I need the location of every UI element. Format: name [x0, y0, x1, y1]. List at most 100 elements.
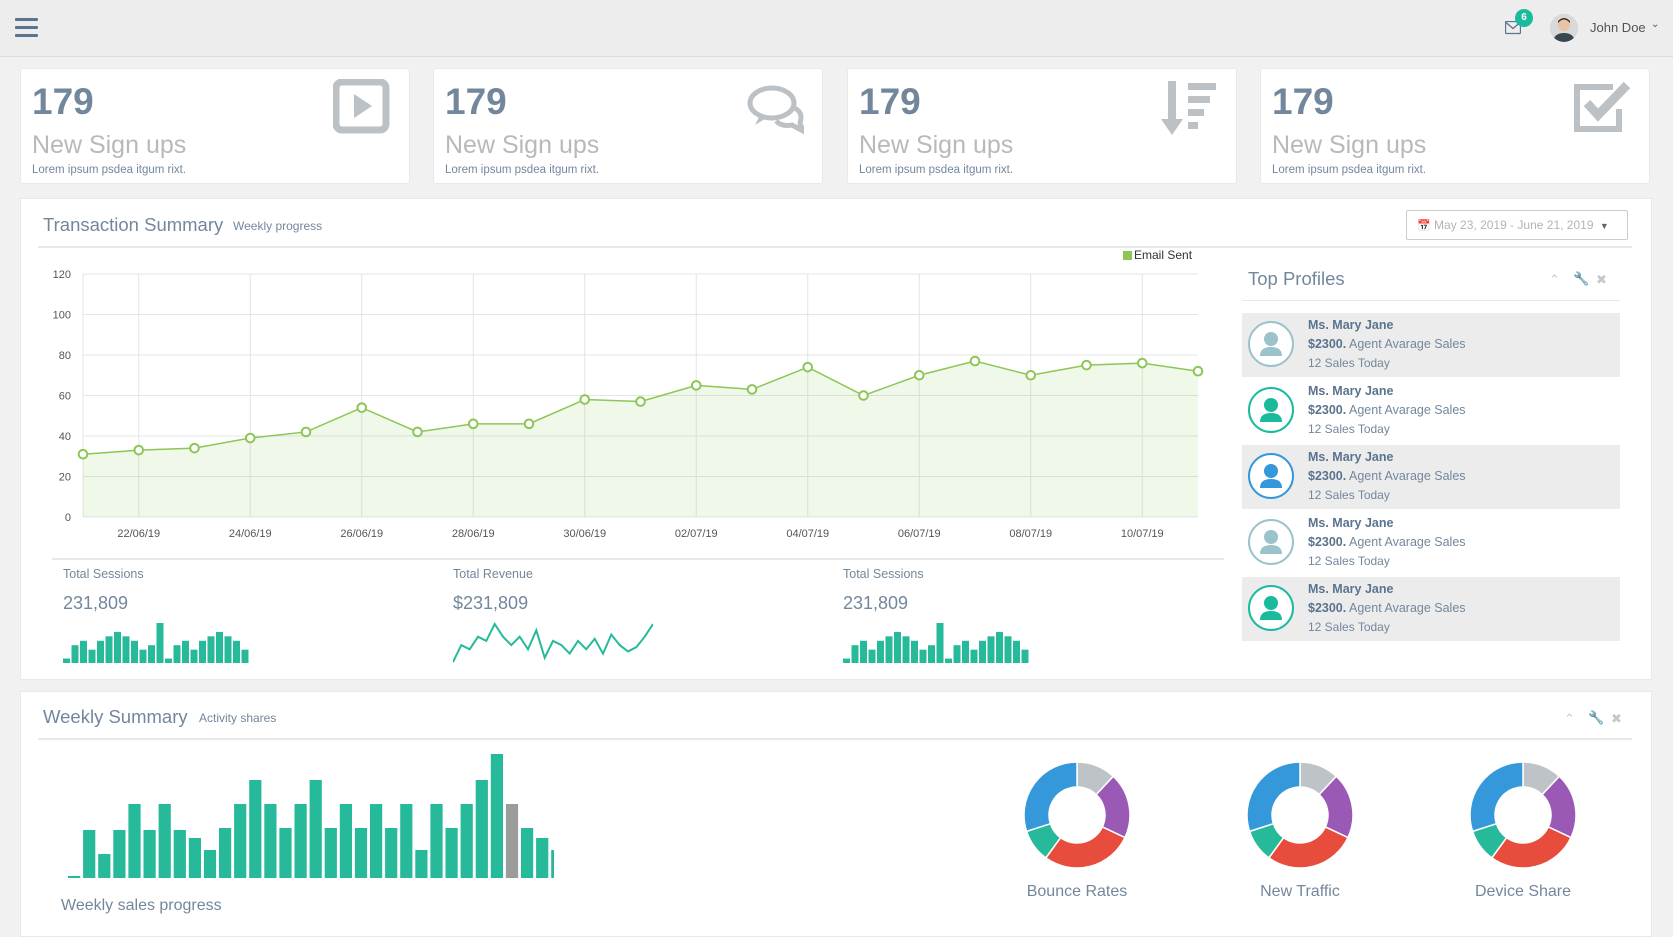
weekly-bar: [415, 850, 428, 878]
weekly-bar: [475, 780, 488, 878]
tile-value: 231,809: [63, 593, 129, 613]
donut-segment: [1490, 825, 1572, 869]
y-tick-label: 0: [65, 512, 71, 524]
profile-avatar: [1248, 321, 1294, 367]
profile-sales-today: 12 Sales Today: [1308, 422, 1390, 436]
stat-card: 179 New Sign ups Lorem ipsum psdea itgum…: [1260, 68, 1650, 184]
profile-item[interactable]: Ms. Mary Jane $2300. Agent Avarage Sales…: [1242, 379, 1620, 443]
profile-name[interactable]: Ms. Mary Jane: [1308, 516, 1394, 530]
divider: [52, 558, 1224, 560]
data-point: [690, 380, 702, 391]
profile-item[interactable]: Ms. Mary Jane $2300. Agent Avarage Sales…: [1242, 445, 1620, 509]
notification-badge[interactable]: 6: [1515, 9, 1533, 27]
data-point: [523, 418, 535, 430]
weekly-bar: [385, 828, 398, 878]
weekly-bar: [536, 838, 549, 878]
weekly-bar: [203, 850, 217, 878]
sparkline-bar: [63, 658, 70, 663]
weekly-bar: [143, 830, 156, 878]
data-point: [746, 384, 758, 395]
stat-label: New Sign ups: [859, 131, 1014, 159]
donut-chart: [1023, 761, 1131, 869]
profile-amount: $2300.: [1308, 403, 1347, 417]
profile-description: Agent Avarage Sales: [1346, 535, 1466, 549]
profile-sales-today: 12 Sales Today: [1308, 620, 1390, 634]
sparkline-bar: [224, 636, 232, 663]
sparkline-bar: [868, 649, 876, 663]
donut-label: Device Share: [1474, 883, 1572, 900]
profile-item[interactable]: Ms. Mary Jane $2300. Agent Avarage Sales…: [1242, 313, 1620, 377]
sparkline-bar: [182, 640, 189, 663]
sparkline-bar: [207, 636, 215, 663]
top-navbar: 6 John Doe ⌄: [0, 0, 1673, 57]
profile-name[interactable]: Ms. Mary Jane: [1308, 450, 1394, 464]
donut-segment: [1469, 761, 1524, 833]
tile-value: $231,809: [453, 593, 529, 613]
data-point: [77, 448, 89, 460]
legend-swatch: [1123, 251, 1132, 260]
wrench-icon[interactable]: 🔧: [1588, 710, 1605, 725]
chevron-down-icon[interactable]: ⌄: [1651, 19, 1660, 30]
profile-name[interactable]: Ms. Mary Jane: [1308, 318, 1394, 332]
weekly-bar: [551, 850, 554, 878]
sparkline-bar: [936, 623, 944, 663]
tile-label: Total Sessions: [843, 567, 924, 581]
weekly-bar: [490, 754, 503, 878]
sparkline-bar: [173, 645, 181, 663]
top-profiles-title: Top Profiles: [1248, 268, 1345, 289]
sparkline-bar: [114, 631, 121, 663]
data-point: [858, 390, 869, 401]
user-icon: [1260, 530, 1282, 554]
weekly-bar: [234, 804, 247, 878]
sparkline-bar: [894, 631, 901, 663]
data-point: [635, 396, 646, 407]
user-name[interactable]: John Doe: [1590, 20, 1646, 35]
sparkline-bar: [953, 645, 961, 663]
profile-avatar: [1248, 585, 1294, 631]
sparkline-bar: [216, 631, 223, 663]
close-icon[interactable]: ✖: [1596, 272, 1607, 287]
weekly-bar: [158, 804, 171, 878]
profile-average-sales: $2300. Agent Avarage Sales: [1308, 601, 1466, 615]
weekly-bar: [279, 828, 292, 878]
x-tick-label: 10/07/19: [1121, 528, 1164, 540]
y-tick-label: 80: [59, 350, 71, 362]
profile-amount: $2300.: [1308, 535, 1347, 549]
tile-label: Total Revenue: [453, 567, 533, 581]
date-range-picker[interactable]: 📅 May 23, 2019 - June 21, 2019 ▼: [1406, 210, 1628, 240]
profile-amount: $2300.: [1308, 337, 1347, 351]
sparkline-bar: [877, 640, 884, 663]
sparkline-bar: [996, 631, 1003, 663]
sparkline-bar: [80, 640, 87, 663]
collapse-icon[interactable]: ⌃: [1549, 272, 1560, 287]
profile-item[interactable]: Ms. Mary Jane $2300. Agent Avarage Sales…: [1242, 511, 1620, 575]
avatar[interactable]: [1550, 14, 1578, 42]
close-icon[interactable]: ✖: [1611, 711, 1622, 726]
stat-number: 179: [445, 81, 507, 122]
menu-toggle-icon[interactable]: [15, 18, 38, 38]
profile-name[interactable]: Ms. Mary Jane: [1308, 582, 1394, 596]
caret-down-icon: ▼: [1599, 221, 1609, 231]
collapse-icon[interactable]: ⌃: [1564, 711, 1575, 726]
profile-amount: $2300.: [1308, 469, 1347, 483]
data-point: [579, 394, 591, 405]
stat-description: Lorem ipsum psdea itgum rixt.: [859, 164, 1014, 176]
divider: [38, 738, 1632, 740]
weekly-bar: [505, 804, 519, 878]
weekly-bar: [445, 828, 458, 878]
profile-item[interactable]: Ms. Mary Jane $2300. Agent Avarage Sales…: [1242, 577, 1620, 641]
stat-number: 179: [32, 81, 94, 122]
sparkline: [843, 623, 1029, 663]
weekly-sales-caption: Weekly sales progress: [61, 897, 222, 914]
sparkline-bar: [945, 658, 952, 663]
weekly-bar: [113, 830, 126, 878]
weekly-bar: [264, 804, 277, 878]
stat-description: Lorem ipsum psdea itgum rixt.: [445, 164, 600, 176]
profile-name[interactable]: Ms. Mary Jane: [1308, 384, 1394, 398]
data-point: [1025, 369, 1037, 381]
data-point: [969, 355, 981, 367]
sparkline-bar: [911, 640, 918, 663]
transaction-summary-title: Transaction Summary: [43, 214, 224, 235]
stat-description: Lorem ipsum psdea itgum rixt.: [32, 164, 187, 176]
wrench-icon[interactable]: 🔧: [1573, 271, 1590, 286]
